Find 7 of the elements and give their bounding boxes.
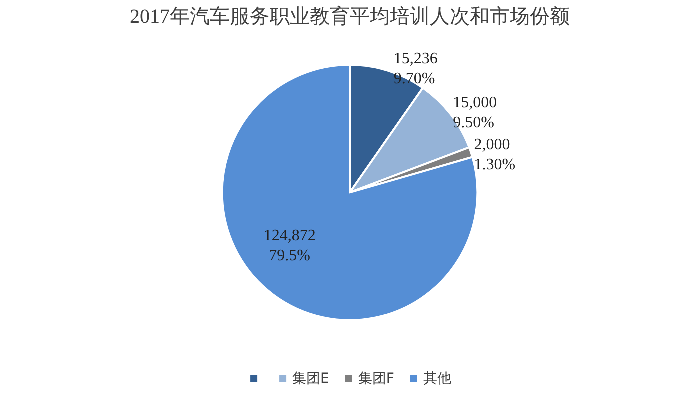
legend-label: 集团F xyxy=(358,371,394,387)
legend-label: 其他 xyxy=(423,371,452,387)
chart-title: 2017年汽车服务职业教育平均培训人次和市场份额 xyxy=(130,5,570,28)
data-label: 2,000 1.30% xyxy=(474,136,516,174)
data-label: 124,872 79.5% xyxy=(264,228,316,265)
data-label: 15,000 9.50% xyxy=(453,94,498,132)
legend-label: 集团E xyxy=(292,371,330,387)
